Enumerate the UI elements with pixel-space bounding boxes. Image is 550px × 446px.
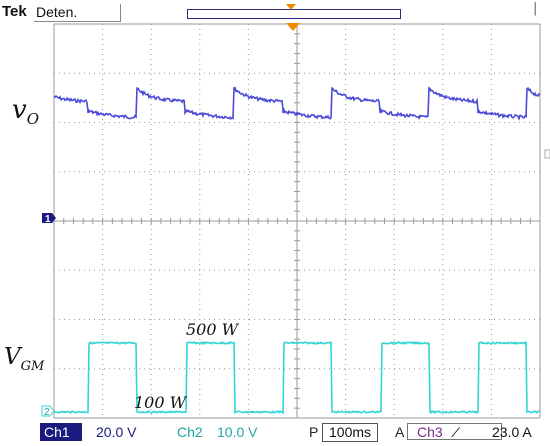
ch1-waveform <box>53 86 541 121</box>
ch1-ground-marker[interactable]: 1 <box>42 213 56 225</box>
ch2-label[interactable]: Ch2 <box>177 424 203 440</box>
ch2-ground-marker[interactable]: 2 <box>41 405 55 418</box>
rising-edge-icon: ∕ <box>455 424 458 440</box>
top-status-bar: Tek Deten. | <box>0 0 550 22</box>
graticule-grid <box>53 23 541 419</box>
right-edge-marker: | <box>533 1 538 16</box>
right-offset-marker <box>544 149 550 159</box>
vgm-signal-label: VGM <box>4 344 45 374</box>
ch2-scale[interactable]: 10.0 V <box>217 424 258 440</box>
brand-logo: Tek <box>2 3 27 20</box>
timebase-mode-label: P <box>309 424 319 440</box>
vo-signal-label: vO <box>12 95 40 128</box>
annotation-high-load: 500 W <box>186 320 239 339</box>
trigger-mode-label: A <box>395 424 405 440</box>
ch1-scale[interactable]: 20.0 V <box>96 424 137 440</box>
trigger-level-value: 23.0 A <box>492 424 532 440</box>
ch2-waveform <box>53 340 541 415</box>
ch1-label[interactable]: Ch1 <box>40 423 82 441</box>
status-box <box>34 4 121 22</box>
trigger-position-marker-icon[interactable] <box>286 4 296 10</box>
bottom-settings-bar: Ch1 20.0 V Ch2 10.0 V P 100ms A Ch3 ∕ 23… <box>0 421 550 446</box>
timebase-value[interactable]: 100ms <box>322 423 379 442</box>
acquisition-status: Deten. <box>36 4 78 20</box>
ch2-marker-label: 2 <box>44 407 50 418</box>
trigger-point-icon <box>286 23 300 31</box>
ch1-marker-label: 1 <box>45 214 51 225</box>
trigger-source-label: Ch3 <box>417 424 443 440</box>
trigger-settings-box[interactable] <box>407 423 502 440</box>
annotation-low-load: 100 W <box>134 393 187 412</box>
